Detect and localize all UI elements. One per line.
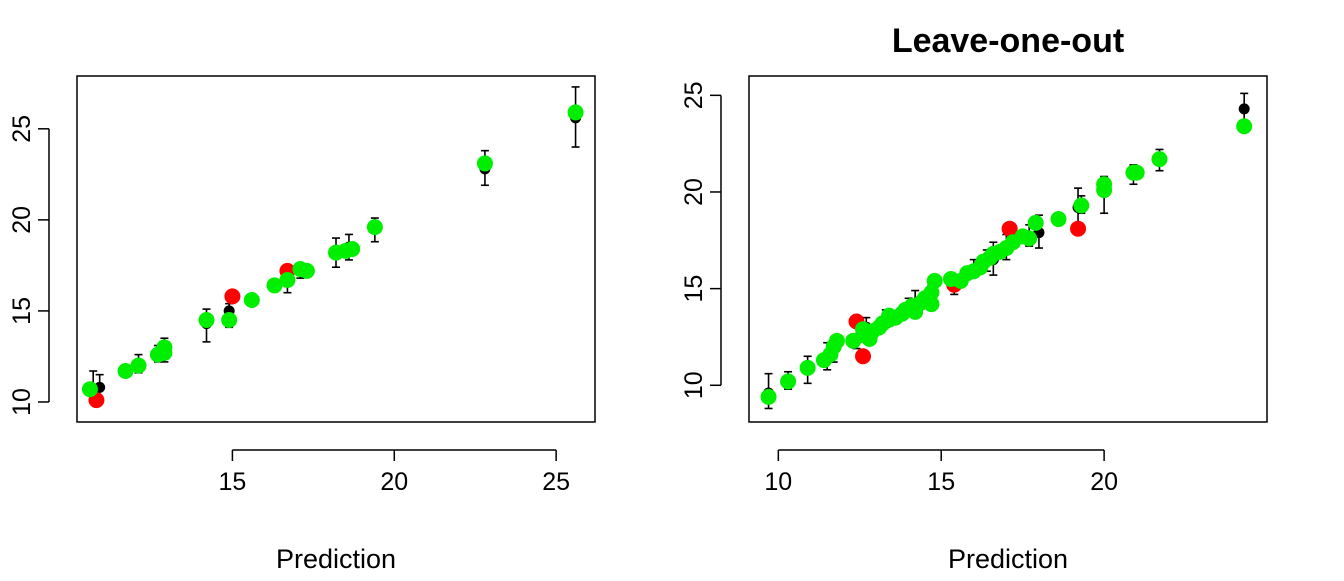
panel-1-y-tick-label: 20	[8, 206, 36, 234]
panel-2-red-point	[1070, 220, 1087, 237]
panel-2-black-point	[1238, 103, 1250, 115]
panel-2-green-point	[799, 359, 816, 376]
panel-1-red-point	[224, 288, 241, 305]
panel-2-green-point	[828, 332, 845, 349]
panel-2-green-point	[780, 373, 797, 390]
panel-1-y-tick-label: 10	[8, 388, 36, 416]
panel-2-plot-box	[748, 75, 1268, 423]
panel-1-green-point	[81, 381, 98, 398]
panel-2-y-tick-label: 10	[680, 371, 708, 399]
panel-2-green-point	[1128, 164, 1145, 181]
panel-1-green-point	[567, 104, 584, 121]
panel-1-x-axis: 15 20 25	[218, 449, 570, 496]
panel-2-green-point	[1073, 197, 1090, 214]
panel-2-green-point	[1021, 230, 1038, 247]
panel-1-y-tick-label: 15	[8, 297, 36, 325]
panel-2-x-tick-label: 15	[927, 468, 955, 496]
panel-2-x-tick-label: 20	[1090, 468, 1118, 496]
panel-1-green-point	[298, 262, 315, 279]
panel-1-green-point	[156, 344, 173, 361]
panel-1-green-point	[243, 291, 260, 308]
panel-2-red-point	[1001, 220, 1018, 237]
panel-1-green-point	[344, 241, 361, 257]
panel-1-green-point	[117, 363, 134, 380]
panel-2-y-axis: 10 15 20 25	[680, 81, 722, 399]
panel-1-x-tick-label: 25	[542, 468, 570, 496]
panel-2-green-point	[923, 296, 940, 313]
panel-2-green-point	[760, 388, 777, 405]
panel-2-red-point	[855, 348, 872, 365]
panel-1-green-point	[279, 271, 296, 288]
panel-1-plot-box	[76, 75, 596, 423]
panel-2-green-point	[1027, 214, 1044, 231]
panel-2-points	[760, 103, 1253, 405]
panel-2-title: Leave-one-out	[892, 22, 1124, 60]
panel-1-points	[81, 104, 584, 409]
panel-1-x-tick-label: 20	[380, 468, 408, 496]
panel-2-green-point	[1236, 118, 1253, 135]
panel-leave-one-out: Leave-one-out 10 15 20 10 15 20 25 Prediction	[680, 22, 1268, 574]
panel-2-green-point	[926, 272, 943, 289]
panel-1-x-axis-label: Prediction	[276, 544, 396, 574]
panel-2-x-axis-label: Prediction	[948, 544, 1068, 574]
panel-1-x-tick-label: 15	[218, 468, 246, 496]
panel-1-y-axis: 10 15 20 25	[8, 115, 50, 416]
panel-2-green-point	[1096, 176, 1113, 193]
panel-1-green-point	[198, 312, 215, 329]
panel-1-green-point	[366, 219, 383, 236]
panel-2-y-tick-label: 15	[680, 275, 708, 303]
panel-2-green-point	[1050, 211, 1067, 228]
panel-1-green-point	[266, 277, 283, 294]
panel-1-green-point	[221, 312, 238, 329]
panel-2-y-tick-label: 25	[680, 81, 708, 109]
panel-1-green-point	[130, 357, 147, 374]
panel-prediction: 15 20 25 10 15 20 25 Prediction	[8, 75, 596, 574]
panel-2-x-tick-label: 10	[764, 468, 792, 496]
panel-1-green-point	[476, 155, 493, 172]
panel-2-y-tick-label: 20	[680, 178, 708, 206]
panel-1-y-tick-label: 25	[8, 115, 36, 143]
panel-2-x-axis: 10 15 20	[764, 449, 1118, 496]
panel-2-green-point	[1151, 151, 1168, 168]
